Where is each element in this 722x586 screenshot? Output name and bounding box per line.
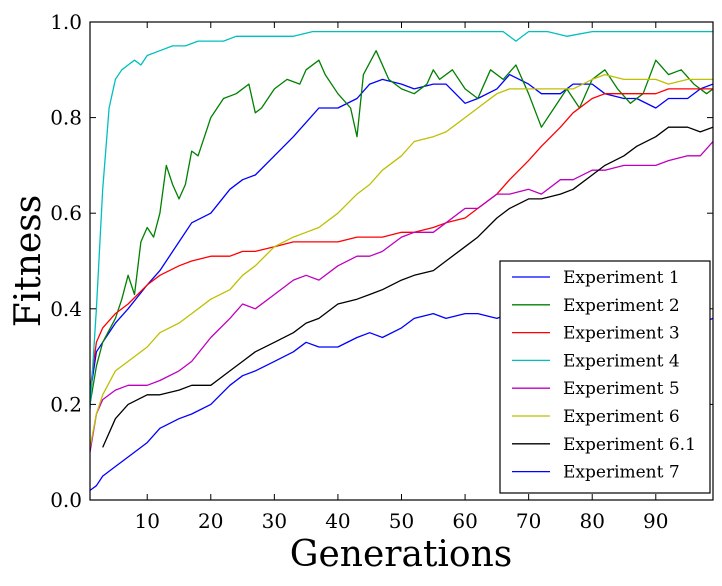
legend-label: Experiment 6.1 xyxy=(563,435,696,455)
legend-label: Experiment 4 xyxy=(563,351,680,371)
x-tick-label: 50 xyxy=(389,509,414,533)
legend-label: Experiment 3 xyxy=(563,324,680,344)
legend-label: Experiment 7 xyxy=(563,463,680,483)
y-tick-label: 0.4 xyxy=(50,297,82,321)
x-tick-label: 80 xyxy=(579,509,604,533)
series-line-experiment-6 xyxy=(90,73,713,448)
x-tick-label: 30 xyxy=(262,509,287,533)
x-tick-label: 40 xyxy=(325,509,350,533)
legend-label: Experiment 2 xyxy=(563,296,680,316)
legend-label: Experiment 6 xyxy=(563,407,680,427)
legend-label: Experiment 1 xyxy=(563,268,680,288)
x-tick-label: 10 xyxy=(134,509,159,533)
y-tick-label: 0.0 xyxy=(50,488,82,512)
y-axis-title: Fitness xyxy=(8,195,49,327)
legend-frame xyxy=(499,260,711,494)
ticks-layer: 10 20 30 40 50 60 70 80 90 0.0 0.2 0.4 0.6 0.8 1.0 xyxy=(50,10,713,533)
x-tick-label: 90 xyxy=(643,509,668,533)
series-layer xyxy=(90,30,713,491)
x-tick-label: 20 xyxy=(198,509,223,533)
series-line-experiment-3 xyxy=(90,88,713,391)
x-tick-label: 60 xyxy=(452,509,477,533)
series-line-experiment-5 xyxy=(90,141,713,453)
x-tick-label: 70 xyxy=(516,509,541,533)
y-tick-label: 0.6 xyxy=(50,201,82,225)
y-tick-label: 0.8 xyxy=(50,106,82,130)
x-axis-title: Generations xyxy=(290,534,513,575)
series-line-experiment-2 xyxy=(90,50,713,405)
y-tick-label: 0.2 xyxy=(50,392,82,416)
legend: Experiment 1 Experiment 2 Experiment 3 Expe… xyxy=(499,260,711,494)
series-line-experiment-6-1 xyxy=(102,126,713,448)
series-line-experiment-4 xyxy=(90,30,713,410)
legend-label: Experiment 5 xyxy=(563,379,680,399)
y-tick-label: 1.0 xyxy=(50,10,82,34)
